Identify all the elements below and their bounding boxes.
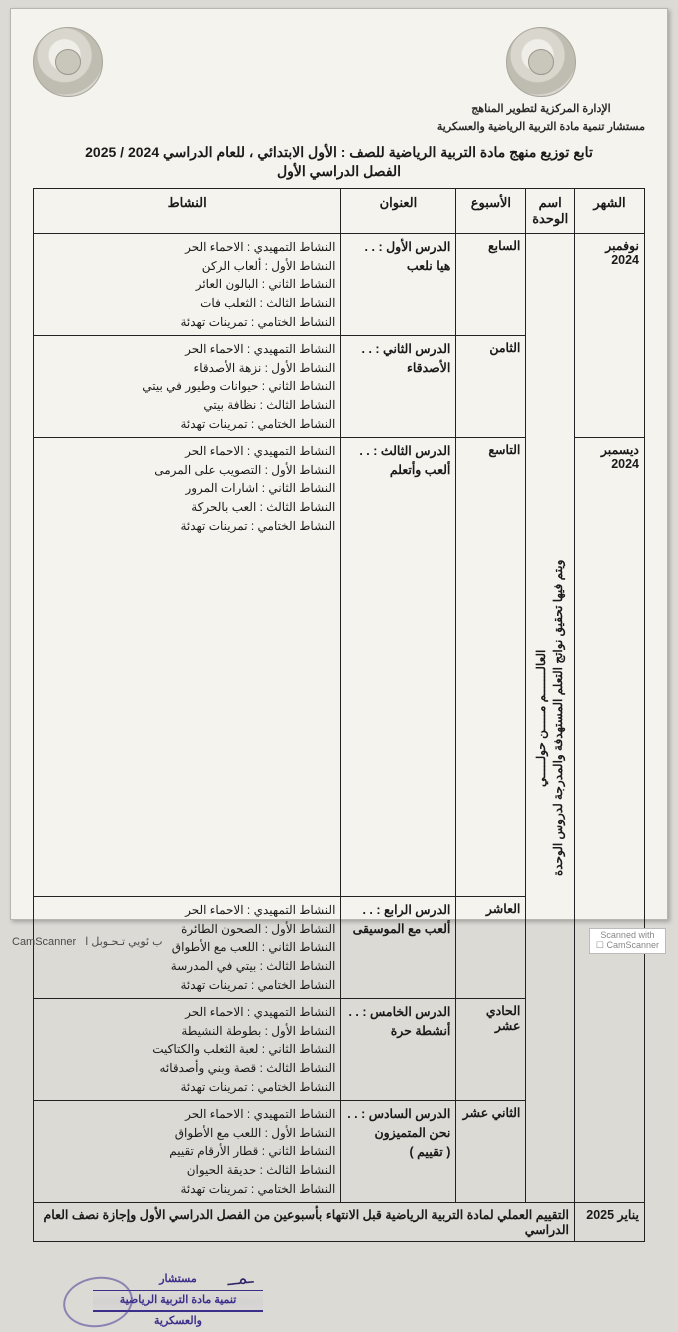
table-header-row: الشهر اسم الوحدة الأسبوع العنوان النشاط [34, 189, 645, 234]
col-header-month: الشهر [575, 189, 645, 234]
document-page: الإدارة المركزية لتطوير المناهج مستشار ت… [10, 8, 668, 920]
cell-week: الثامن [456, 336, 526, 438]
document-title: تابع توزيع منهج مادة التربية الرياضية لل… [33, 144, 645, 161]
cell-topic: الدرس الخامس : . .أنشطة حرة [341, 999, 456, 1101]
ministry-logo [506, 27, 576, 97]
cell-final-month: يناير 2025 [575, 1203, 645, 1242]
org-line1: الإدارة المركزية لتطوير المناهج [437, 101, 645, 119]
secondary-logo [33, 27, 103, 97]
cell-activities: النشاط التمهيدي : الاحماء الحرالنشاط الأ… [34, 438, 341, 897]
table-final-row: يناير 2025التقييم العملي لمادة التربية ا… [34, 1203, 645, 1242]
cell-activities: النشاط التمهيدي : الاحماء الحرالنشاط الأ… [34, 336, 341, 438]
cell-topic: الدرس الأول : . .هيا نلعب [341, 234, 456, 336]
cell-topic: الدرس الثالث : . .ألعب وأتعلم [341, 438, 456, 897]
col-header-activity: النشاط [34, 189, 341, 234]
header-right-block: الإدارة المركزية لتطوير المناهج مستشار ت… [437, 27, 645, 136]
cell-activities: النشاط التمهيدي : الاحماء الحرالنشاط الأ… [34, 234, 341, 336]
cell-topic: الدرس الثاني : . .الأصدقاء [341, 336, 456, 438]
cell-unit-vertical: العالـــــــم مـــــن حولـــــيويتم فيها… [526, 234, 575, 1203]
signature-scribble: ـمــ [226, 1267, 254, 1291]
footer-extra-text: ب ئويي تـحـوبل ا [85, 936, 162, 948]
header-org-text: الإدارة المركزية لتطوير المناهج مستشار ت… [437, 101, 645, 136]
cell-month: نوفمبر 2024 [575, 234, 645, 438]
cell-activities: النشاط التمهيدي : الاحماء الحرالنشاط الأ… [34, 1101, 341, 1203]
col-header-topic: العنوان [341, 189, 456, 234]
signature-area: ـمــ مستشار تنمية مادة التربية الرياضية … [33, 1272, 645, 1332]
header-row: الإدارة المركزية لتطوير المناهج مستشار ت… [33, 27, 645, 136]
page-footer: CamScanner ب ئويي تـحـوبل ا Scanned with… [12, 928, 666, 954]
cell-month: ديسمبر 2024 [575, 438, 645, 1203]
curriculum-table: الشهر اسم الوحدة الأسبوع العنوان النشاط … [33, 188, 645, 1242]
col-header-unit: اسم الوحدة [526, 189, 575, 234]
cell-topic: الدرس السادس : . .نحن المتميزون( تقييم ) [341, 1101, 456, 1203]
camscanner-label: CamScanner [12, 936, 76, 948]
cell-final-text: التقييم العملي لمادة التربية الرياضية قب… [34, 1203, 575, 1242]
cell-week: الثاني عشر [456, 1101, 526, 1203]
cell-week: الحادي عشر [456, 999, 526, 1101]
col-header-week: الأسبوع [456, 189, 526, 234]
cell-week: السابع [456, 234, 526, 336]
org-line2: مستشار تنمية مادة التربية الرياضية والعس… [437, 119, 645, 137]
document-subtitle: الفصل الدراسي الأول [33, 163, 645, 180]
table-body: نوفمبر 2024العالـــــــم مـــــن حولــــ… [34, 234, 645, 1242]
cell-week: التاسع [456, 438, 526, 897]
camscanner-watermark: CamScanner ب ئويي تـحـوبل ا [12, 935, 163, 948]
table-row: نوفمبر 2024العالـــــــم مـــــن حولــــ… [34, 234, 645, 336]
official-stamp: ـمــ مستشار تنمية مادة التربية الرياضية … [93, 1272, 263, 1332]
cell-activities: النشاط التمهيدي : الاحماء الحرالنشاط الأ… [34, 999, 341, 1101]
badge-bottom: ☐ CamScanner [596, 941, 659, 951]
camscanner-badge: Scanned with ☐ CamScanner [589, 928, 666, 954]
